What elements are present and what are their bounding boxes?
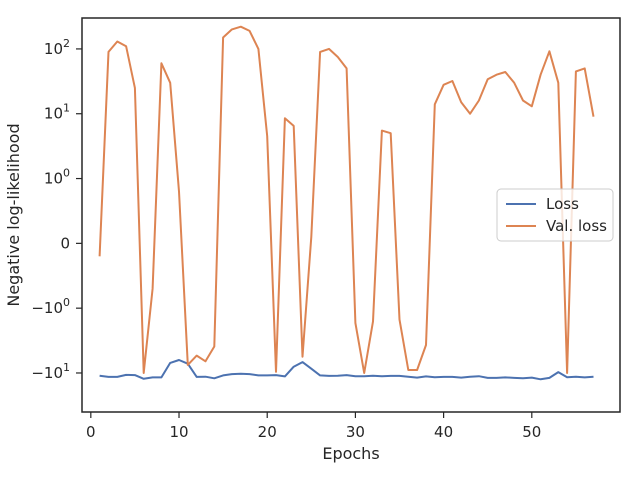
y-tick-label: 102 [44, 37, 70, 58]
x-tick-label: 40 [434, 423, 453, 441]
legend: Loss Val. loss [496, 188, 614, 242]
series-line-val-loss [98, 25, 595, 374]
x-tick-label: 30 [346, 423, 365, 441]
legend-label-val-loss: Val. loss [546, 217, 607, 235]
legend-label-loss: Loss [546, 195, 579, 213]
x-tick-label: 0 [86, 423, 96, 441]
y-axis-ticks: 102 101 100 0 −100 −101 [31, 37, 82, 382]
axes-frame [81, 17, 621, 413]
x-axis-ticks: 0 10 20 30 40 50 [86, 412, 541, 441]
series-line-loss [99, 359, 594, 381]
y-tick-label: 0 [60, 234, 70, 252]
y-axis-label: Negative log-likelihood [4, 123, 23, 306]
y-tick-label: 101 [44, 102, 70, 123]
legend-box [496, 188, 614, 242]
x-tick-label: 50 [522, 423, 541, 441]
x-axis-label: Epochs [322, 444, 379, 463]
series-layer [98, 25, 595, 381]
x-tick-label: 10 [169, 423, 188, 441]
y-tick-label: 100 [44, 167, 70, 188]
y-tick-label: −101 [31, 361, 70, 382]
y-tick-label: −100 [31, 296, 70, 317]
plot-area [81, 17, 621, 413]
x-tick-label: 20 [258, 423, 277, 441]
